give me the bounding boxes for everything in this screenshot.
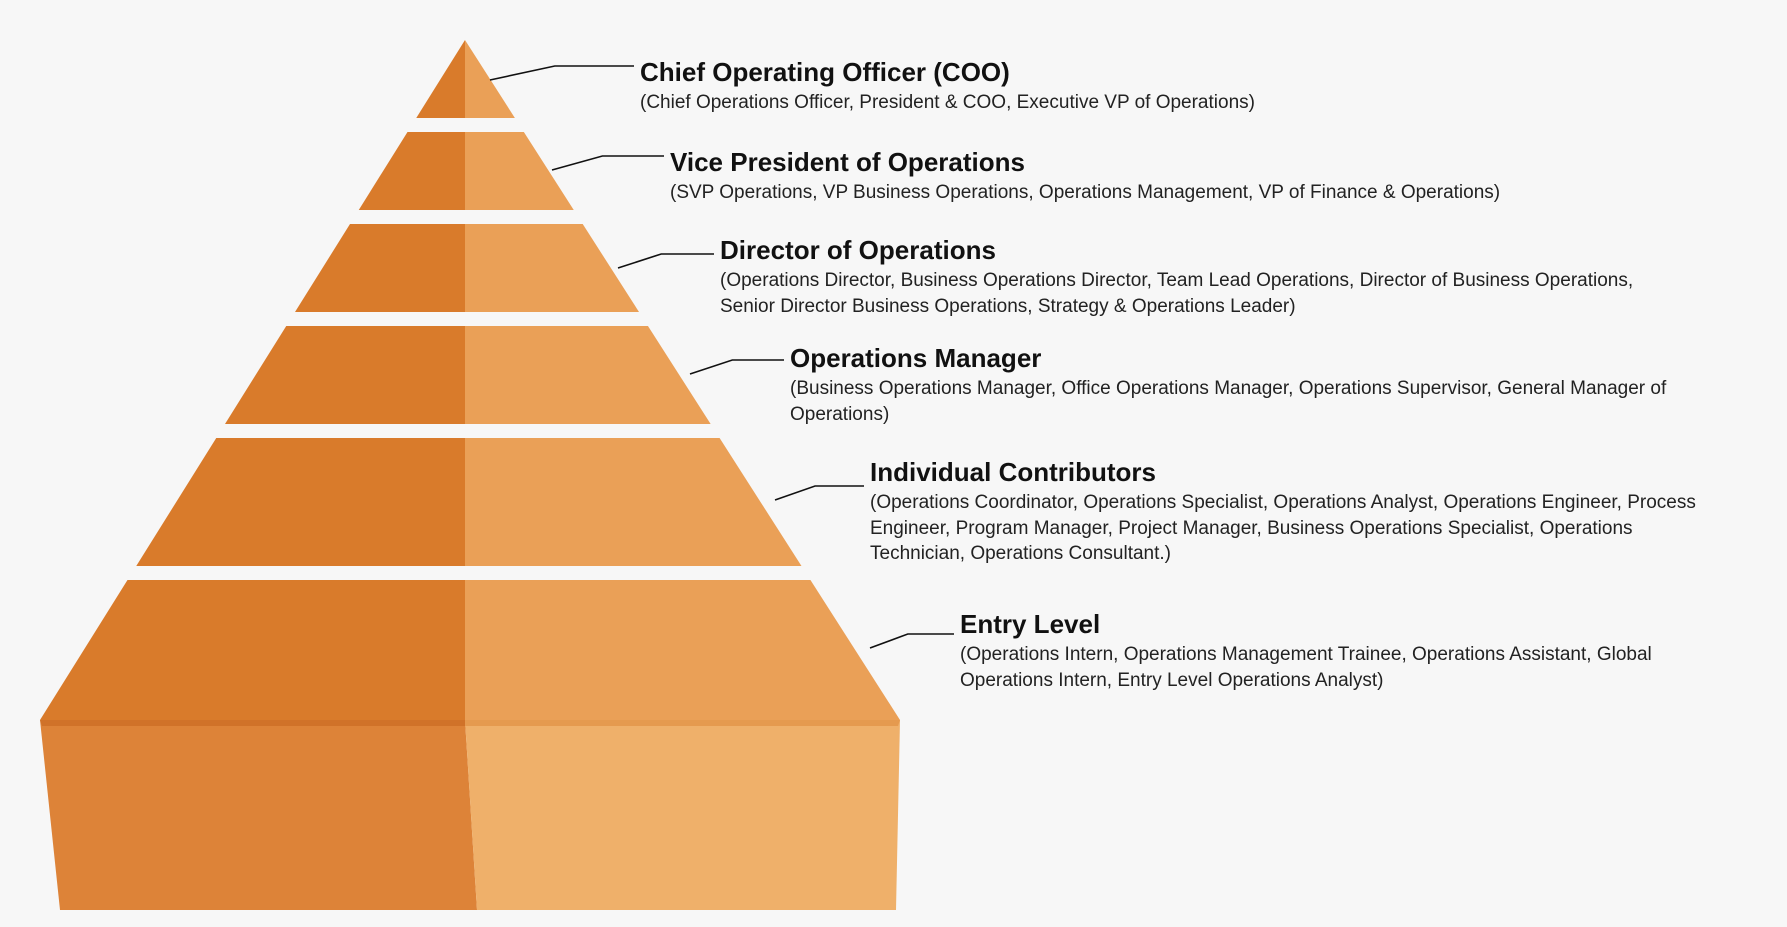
label-director-operations: Director of Operations(Operations Direct… — [720, 236, 1670, 319]
leader-line-coo — [490, 66, 634, 80]
pyramid-slice-1-right — [465, 132, 574, 210]
pyramid-slice-2-left — [295, 224, 465, 312]
label-vp-operations-subtitle: (SVP Operations, VP Business Operations,… — [670, 180, 1720, 206]
leader-line-director-operations — [618, 254, 714, 268]
pyramid-slice-4-right — [465, 438, 801, 566]
label-director-operations-subtitle: (Operations Director, Business Operation… — [720, 268, 1670, 319]
label-coo: Chief Operating Officer (COO)(Chief Oper… — [640, 58, 1540, 116]
pyramid-base-front-right — [465, 720, 900, 910]
label-entry-level: Entry Level(Operations Intern, Operation… — [960, 610, 1700, 693]
pyramid-base-front-left — [40, 720, 477, 910]
pyramid-slice-2-right — [465, 224, 639, 312]
leader-line-individual-contributors — [775, 486, 864, 500]
pyramid-slice-3-right — [465, 326, 711, 424]
label-vp-operations-title: Vice President of Operations — [670, 148, 1720, 178]
label-individual-contributors: Individual Contributors(Operations Coord… — [870, 458, 1710, 567]
label-individual-contributors-subtitle: (Operations Coordinator, Operations Spec… — [870, 490, 1710, 567]
label-vp-operations: Vice President of Operations(SVP Operati… — [670, 148, 1720, 206]
label-entry-level-subtitle: (Operations Intern, Operations Managemen… — [960, 642, 1700, 693]
pyramid-slice-5-right — [465, 580, 900, 720]
label-entry-level-title: Entry Level — [960, 610, 1700, 640]
leader-line-entry-level — [870, 634, 954, 648]
label-operations-manager: Operations Manager(Business Operations M… — [790, 344, 1690, 427]
leader-line-vp-operations — [552, 156, 664, 170]
pyramid-base-edge-right — [465, 720, 900, 726]
label-coo-subtitle: (Chief Operations Officer, President & C… — [640, 90, 1540, 116]
label-operations-manager-subtitle: (Business Operations Manager, Office Ope… — [790, 376, 1690, 427]
label-director-operations-title: Director of Operations — [720, 236, 1670, 266]
pyramid-slice-3-left — [225, 326, 465, 424]
leader-line-operations-manager — [690, 360, 784, 374]
label-operations-manager-title: Operations Manager — [790, 344, 1690, 374]
pyramid-slice-0-left — [416, 40, 465, 118]
label-individual-contributors-title: Individual Contributors — [870, 458, 1710, 488]
pyramid-base-edge-left — [40, 720, 465, 726]
pyramid-slice-5-left — [40, 580, 465, 720]
pyramid-slice-4-left — [136, 438, 465, 566]
pyramid-slice-1-left — [359, 132, 465, 210]
pyramid-diagram: Chief Operating Officer (COO)(Chief Oper… — [0, 0, 1787, 927]
pyramid-slice-0-right — [465, 40, 515, 118]
label-coo-title: Chief Operating Officer (COO) — [640, 58, 1540, 88]
